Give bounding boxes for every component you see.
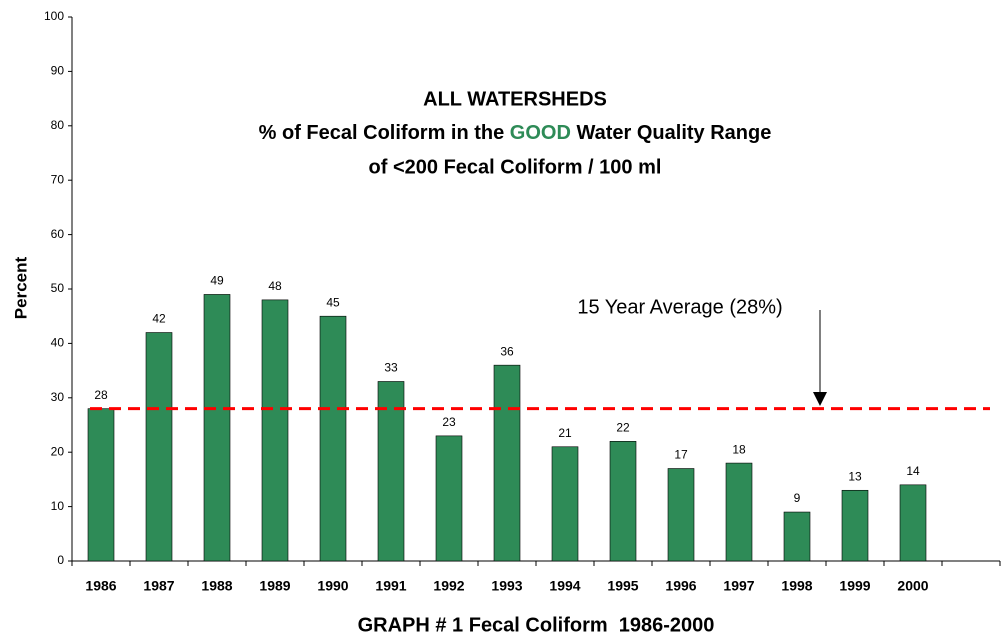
- y-tick-label: 10: [51, 499, 65, 513]
- y-tick-label: 50: [51, 281, 65, 295]
- data-label: 42: [152, 312, 166, 326]
- x-tick-label: 1989: [259, 578, 290, 594]
- bar: [551, 446, 579, 562]
- data-label: 18: [732, 442, 746, 456]
- y-tick-label: 80: [51, 118, 65, 132]
- bar: [725, 462, 753, 562]
- title-line: of <200 Fecal Coliform / 100 ml: [369, 156, 662, 178]
- y-tick-label: 100: [44, 9, 64, 23]
- data-label: 21: [558, 426, 572, 440]
- x-tick-label: 1987: [143, 578, 174, 594]
- y-tick-label: 40: [51, 336, 65, 350]
- data-label: 33: [384, 361, 398, 375]
- y-tick-label: 60: [51, 227, 65, 241]
- y-tick-label: 0: [57, 553, 64, 567]
- bar: [87, 408, 115, 562]
- x-tick-label: 1997: [723, 578, 754, 594]
- title-part: % of Fecal Coliform in the: [259, 122, 510, 144]
- title-line: ALL WATERSHEDS: [423, 88, 607, 110]
- x-tick-label: 1998: [781, 578, 812, 594]
- x-tick-label: 1996: [665, 578, 696, 594]
- x-tick-label: 1990: [317, 578, 348, 594]
- bar: [609, 441, 637, 562]
- data-label: 48: [268, 279, 282, 293]
- title-highlight: GOOD: [510, 122, 571, 144]
- data-label: 14: [906, 464, 920, 478]
- x-tick-label: 1999: [839, 578, 870, 594]
- x-tick-label: 1993: [491, 578, 522, 594]
- x-tick-label: 1995: [607, 578, 638, 594]
- bar: [841, 489, 869, 562]
- bar: [783, 511, 811, 562]
- x-tick-label: 1992: [433, 578, 464, 594]
- data-label: 45: [326, 295, 340, 309]
- data-label: 13: [848, 469, 862, 483]
- data-label: 28: [94, 388, 108, 402]
- x-tick-label: 2000: [897, 578, 928, 594]
- arrow-head: [813, 392, 827, 406]
- data-label: 9: [794, 491, 801, 505]
- data-label: 17: [674, 448, 688, 462]
- average-label: 15 Year Average (28%): [577, 296, 782, 318]
- bar: [435, 435, 463, 562]
- bar: [319, 315, 347, 562]
- bar: [899, 484, 927, 562]
- x-tick-label: 1991: [375, 578, 406, 594]
- bar: [493, 364, 521, 562]
- x-axis-label: GRAPH # 1 Fecal Coliform 1986-2000: [358, 614, 715, 636]
- title-part: Water Quality Range: [571, 122, 771, 144]
- y-tick-label: 70: [51, 172, 65, 186]
- x-tick-label: 1988: [201, 578, 232, 594]
- data-label: 23: [442, 415, 456, 429]
- data-label: 22: [616, 420, 630, 434]
- bar: [667, 468, 695, 562]
- y-tick-label: 20: [51, 444, 65, 458]
- bar: [377, 381, 405, 562]
- bar: [261, 299, 289, 562]
- y-axis-label: Percent: [11, 256, 30, 319]
- data-label: 49: [210, 274, 224, 288]
- y-tick-label: 30: [51, 390, 65, 404]
- y-tick-label: 90: [51, 64, 65, 78]
- data-label: 36: [500, 344, 514, 358]
- x-tick-label: 1986: [85, 578, 116, 594]
- bar: [203, 294, 231, 562]
- title-line: % of Fecal Coliform in the GOOD Water Qu…: [259, 122, 772, 144]
- x-tick-label: 1994: [549, 578, 580, 594]
- bar: [145, 332, 173, 562]
